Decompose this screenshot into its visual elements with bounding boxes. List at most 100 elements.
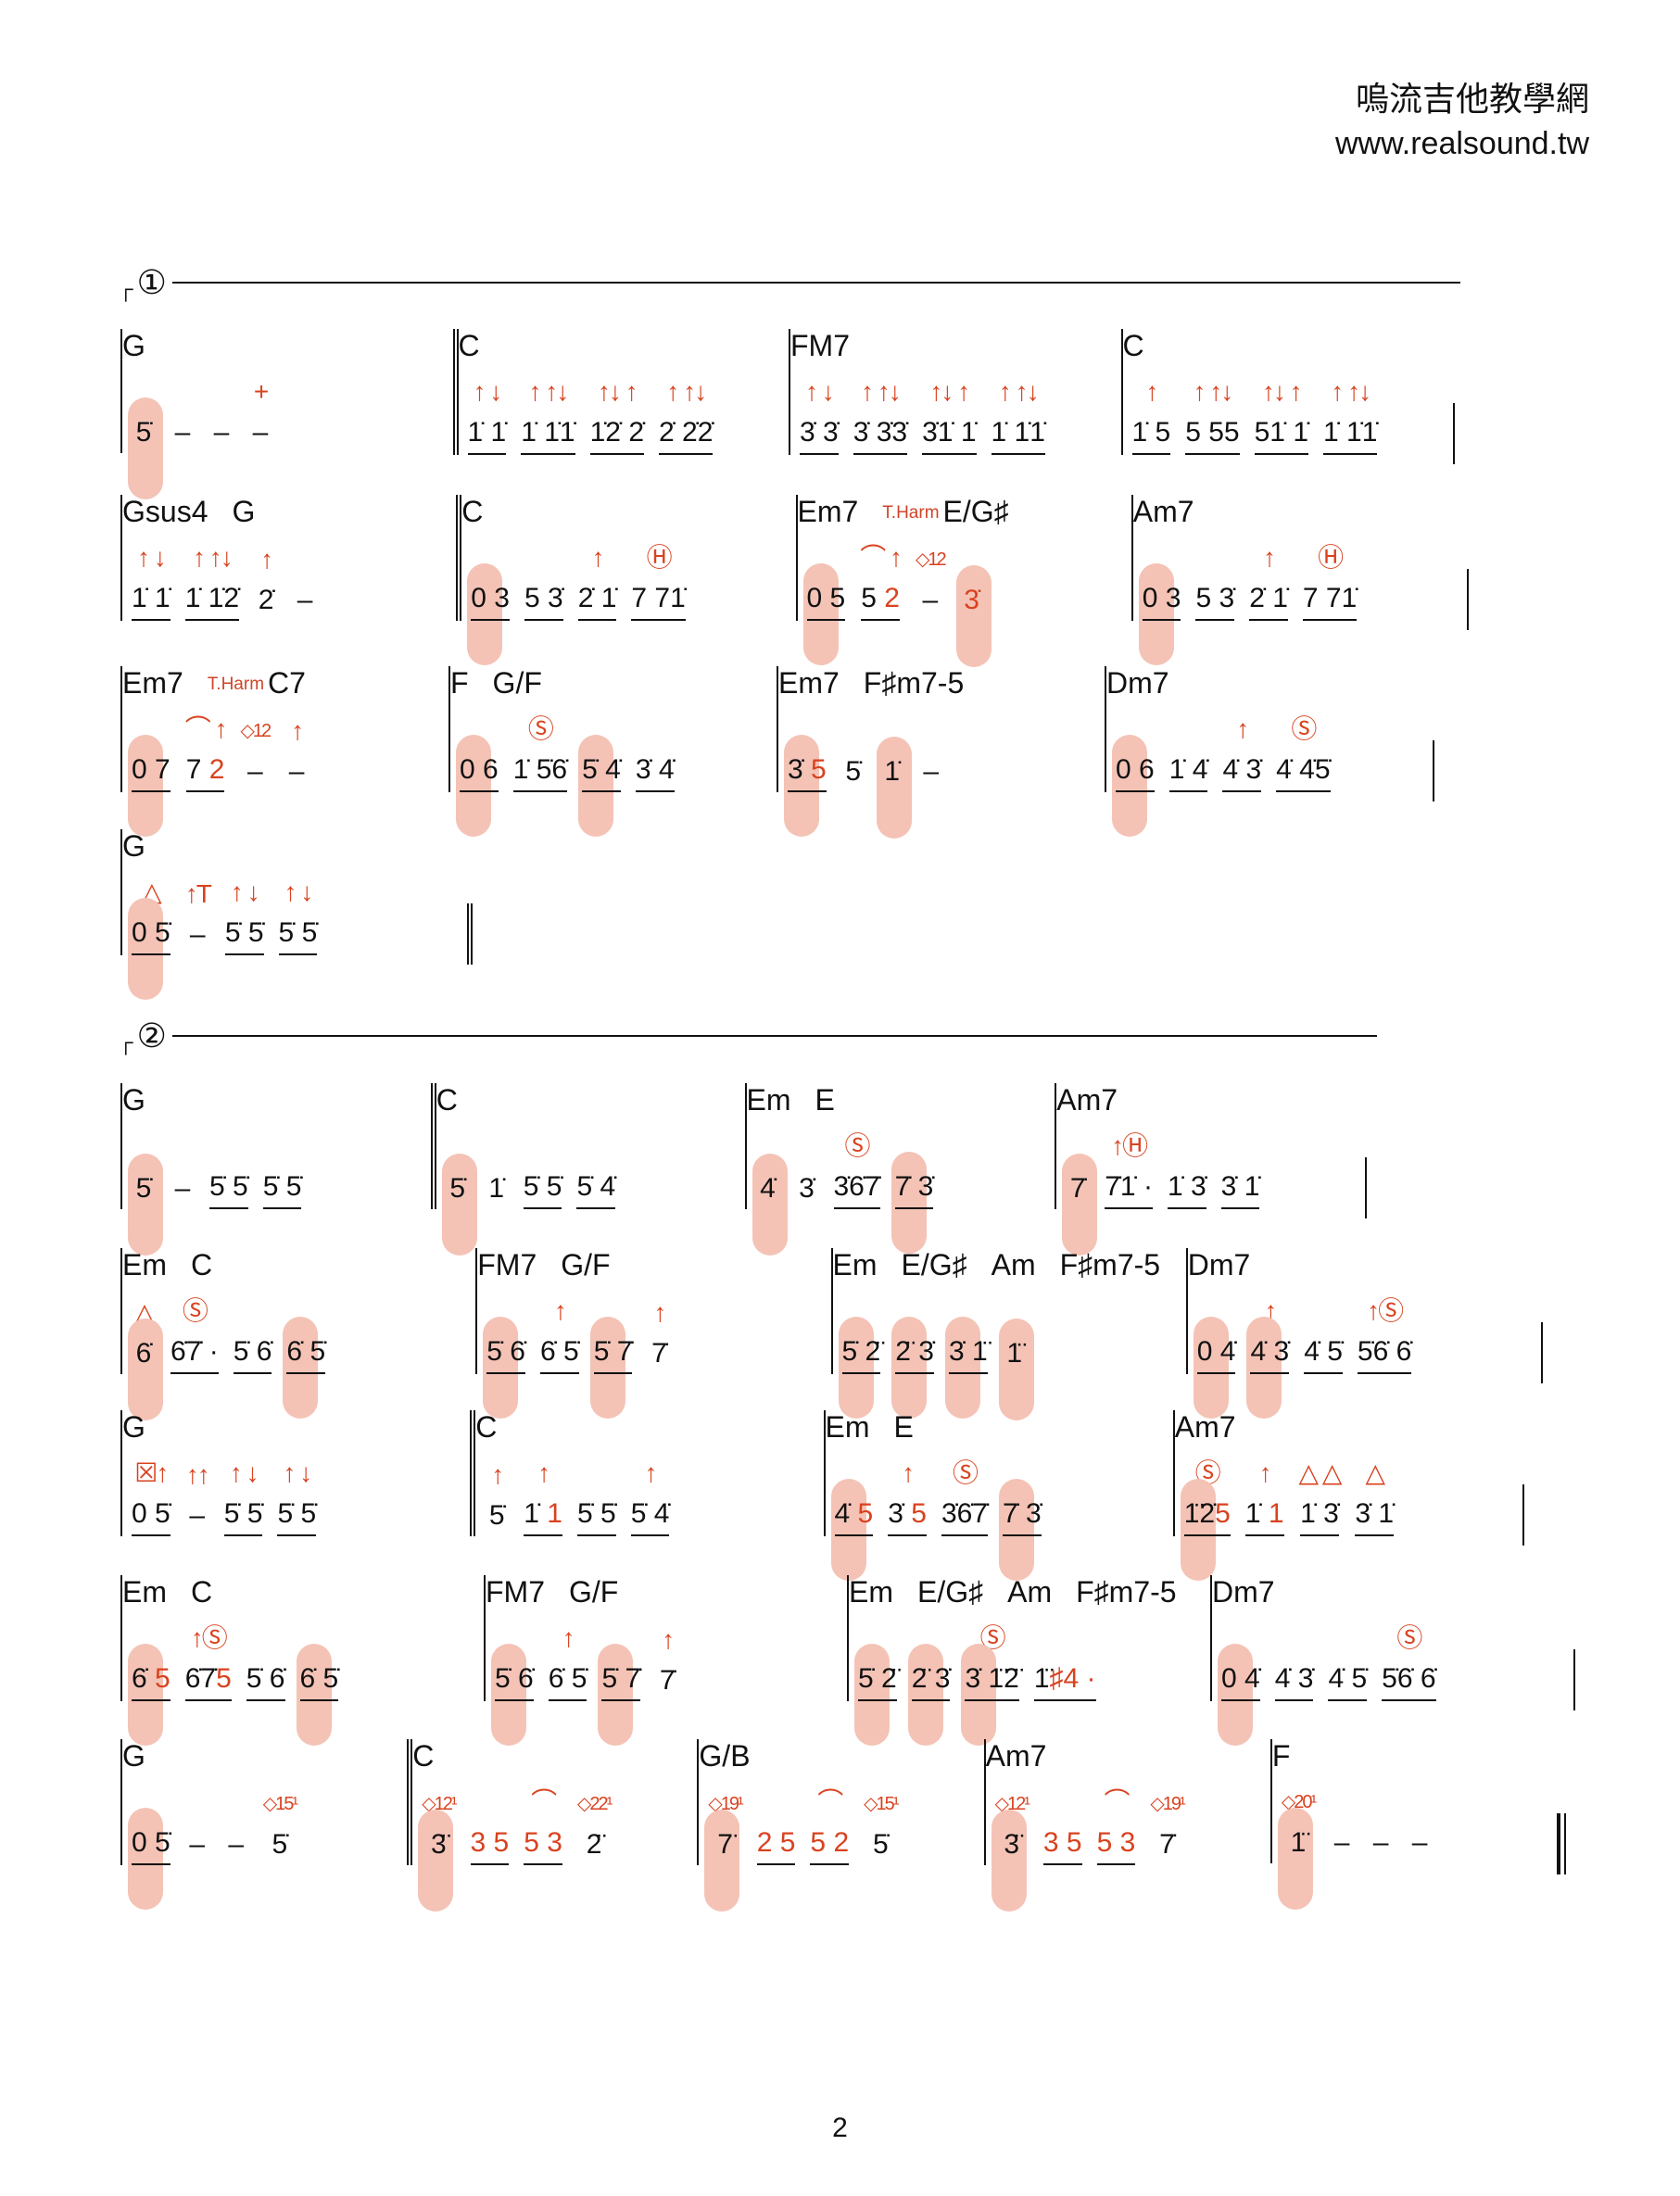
strum-mark: △ △ — [1298, 1458, 1343, 1487]
measure: FM7 G/F 5̇ 6̇ ↑ 6̇ 5̇ 5̇ 7̇ ↑ 7̇ — [484, 1575, 847, 1746]
notes: 5̇ — [489, 1496, 505, 1536]
chord-line: G — [122, 1739, 407, 1776]
chord-line: FM7 G/F — [486, 1575, 847, 1612]
chord-name: E — [893, 1410, 914, 1444]
note-text: – — [1411, 1827, 1428, 1858]
measure: Am7 7̇ ↑Ⓗ 7̇1̇ · 1̇ 3̇ 3̇ 1̇ — [1055, 1083, 1365, 1256]
beat-group: 0 3 5 3̇ ↑ 2̇ 1̇ Ⓗ 7 71̇ — [467, 537, 795, 665]
chord-line: Em7 T.Harm C7 — [122, 666, 448, 703]
barline — [1365, 1157, 1367, 1218]
notes: 5 3̇ — [1195, 578, 1235, 621]
beat: 5̇ 6̇ — [483, 1291, 525, 1419]
beat: 3̇ — [795, 1128, 819, 1209]
measure: G 5̇ –5̇ 5̇ 5̇ 5̇ — [120, 1083, 431, 1256]
note-text-accent: 5 — [155, 1663, 171, 1694]
beat: 5̇ 4̇ — [576, 1126, 616, 1209]
chord-line: Am7 — [1133, 495, 1467, 532]
beat: 5̇ 6̇ — [491, 1618, 534, 1746]
notes: 0 5̇ — [132, 1823, 171, 1865]
measure: Em E/G♯ Am F♯m7-5 5̇ 2̈ 2̈ 3̇ 3̇ 1̈ 1̈ — [830, 1248, 1186, 1420]
beat: ↑ 6̇ 5̇ — [548, 1618, 587, 1701]
note-text: 5̇ 7̇ — [601, 1663, 641, 1694]
strum-mark: ↑ ↓ — [283, 1458, 312, 1487]
beat: ↑ ↑↓ 1̇ 1̇1̇ — [991, 372, 1045, 455]
beat-group: 5̇ – – + – — [128, 372, 453, 499]
chord-name: C — [458, 329, 480, 362]
chord-name: Dm7 — [1106, 666, 1169, 700]
beat-group: ↑ ↓ 1̇ 1̇ ↑ ↑↓ 1̇ 1̇1̇ ↑↓ ↑ 1̇2̇ 2̇ ↑ ↑↓ 2̇ 2̇2… — [467, 372, 789, 455]
staff-row: G ☒↑ 0 5̇ ↑↑ – ↑ ↓ 5̇ 5̇ ↑ ↓ 5̇ 5̇ C ↑ 5̇ ↑ 1̇ 1 5̇ 5̇… — [120, 1410, 1524, 1581]
beat: ↑ ↓ 1̇ 1̇ — [132, 537, 171, 621]
chord-line: C — [459, 329, 789, 366]
beat: 5̇ 7̇ — [598, 1618, 641, 1746]
strum-mark: Ⓢ — [952, 1458, 979, 1487]
beat: 1̈♯4 · — [1033, 1618, 1096, 1701]
beat-group: 0 6 Ⓢ 1̇ 5̇6̇ 5̇ 4̇ 3̇ 4̇ — [456, 709, 777, 837]
notes: 5̇6̇ 6̇ — [1357, 1331, 1412, 1374]
note-text-accent: 3 5 — [470, 1827, 510, 1858]
beat: △ 0 5̇ — [128, 872, 171, 1000]
notes: 0 5̇ — [132, 1494, 171, 1536]
strum-mark: ↑ ↓ — [136, 543, 167, 572]
notes: 5̇ — [272, 1824, 288, 1865]
beat-group: 0 5 ⌒ ↑ 5 2 ◇12 –3̇ — [802, 537, 1131, 667]
notes: – — [1373, 1823, 1389, 1863]
beat: 5̇ 5̇ — [209, 1126, 248, 1209]
chord-name: C — [436, 1083, 458, 1117]
note-text: 5̇ 5̇ — [223, 1498, 263, 1529]
notes: 5̇ 2̈ — [841, 1331, 881, 1374]
note-text: – — [922, 585, 939, 615]
site-url[interactable]: www.realsound.tw — [1334, 126, 1589, 161]
beat: ↑ 5̇ — [485, 1455, 509, 1536]
notes: 6̇ 5̇ — [539, 1331, 579, 1374]
strum-mark: ↑ — [291, 716, 304, 745]
strum-mark: Ⓢ — [1291, 714, 1317, 743]
beat: ↑ 2̇ — [254, 539, 278, 621]
beat: △ △ 1̇ 3̇ — [1298, 1453, 1343, 1536]
notes: 1̇ 4̇ — [1168, 750, 1208, 792]
measure: FM7 G/F 5̇ 6̇ ↑ 6̇ 5̇ 5̇ 7̇ ↑ 7̇ — [475, 1248, 830, 1419]
strum-mark: ↑ — [260, 545, 273, 574]
beat-group: ◇12¹ 3̈ 3 5 ⌒ 5 3 ◇19¹ 7̇ — [991, 1782, 1270, 1912]
notes: 3̇ 1̇ — [1355, 1494, 1395, 1536]
strum-mark: ⌒ — [1104, 1787, 1130, 1816]
beat-group: 0 3 5 3̇ ↑ 2̇ 1̇ Ⓗ 7 71̇ — [1138, 537, 1467, 665]
note-text: 3̇ 4̇ — [635, 754, 675, 785]
strum-mark: ↑↓ ↑ — [1261, 377, 1303, 406]
note-text: 1̇ 1̇1̇ — [521, 417, 575, 448]
strum-mark: ↑↓ ↑ — [929, 377, 970, 406]
beat: – — [1330, 1782, 1354, 1863]
note-text: 5̇ 5̇ — [278, 917, 318, 948]
strum-mark: ◇15¹ — [262, 1794, 298, 1814]
note-text: 1̇ 3̇ — [1300, 1498, 1339, 1529]
note-text: – — [174, 417, 191, 448]
beat-group: 0 6 1̇ 4̇ ↑ 4̇ 3̇ Ⓢ 4̇ 4̇5̇ — [1112, 709, 1433, 837]
beat: ↑ ↓ 5̇ 5̇ — [223, 1453, 263, 1536]
beat-group: 4̇ 3̇ Ⓢ 3̇6̇7̇ 7̇ 3̇ — [752, 1126, 1055, 1256]
beat-group: 5̇ –5̇ 5̇ 5̇ 5̇ — [128, 1126, 431, 1256]
beat: 5̇ 2̈ — [838, 1291, 881, 1419]
notes: – — [189, 1824, 205, 1865]
beat: 5̇ 5̇ — [523, 1126, 562, 1209]
notes: 4̇ 3̇ — [1274, 1659, 1314, 1701]
beat: 5̇ 4̇ — [578, 709, 621, 837]
note-text-accent: 5 — [811, 754, 827, 785]
beat: ↑ 1̇ 1 — [1244, 1453, 1284, 1536]
notes: 2̈ 3̇ — [911, 1659, 951, 1701]
beat: ↑T – — [184, 874, 212, 955]
strum-mark: Ⓗ — [646, 543, 673, 572]
beat: 2̈ 3̇ — [891, 1291, 934, 1419]
chord-name: F♯m7-5 — [863, 666, 965, 700]
chord-line: Am7 — [1056, 1083, 1365, 1120]
notes: 1̈2̇5 — [1183, 1494, 1231, 1536]
strum-mark: ↑T — [184, 879, 212, 908]
chord-name: Am — [1007, 1575, 1053, 1609]
strum-mark: ↑ — [491, 1460, 504, 1489]
note-text-accent: 5 — [1215, 1498, 1231, 1529]
beat: – — [1369, 1782, 1393, 1863]
strum-mark: Ⓢ — [1194, 1458, 1221, 1487]
chord-line: Dm7 — [1188, 1248, 1541, 1285]
notes: 0 3 — [1142, 578, 1181, 621]
section-bracket: ┌ — [119, 1030, 133, 1054]
note-text: 0 6 — [1116, 754, 1155, 785]
